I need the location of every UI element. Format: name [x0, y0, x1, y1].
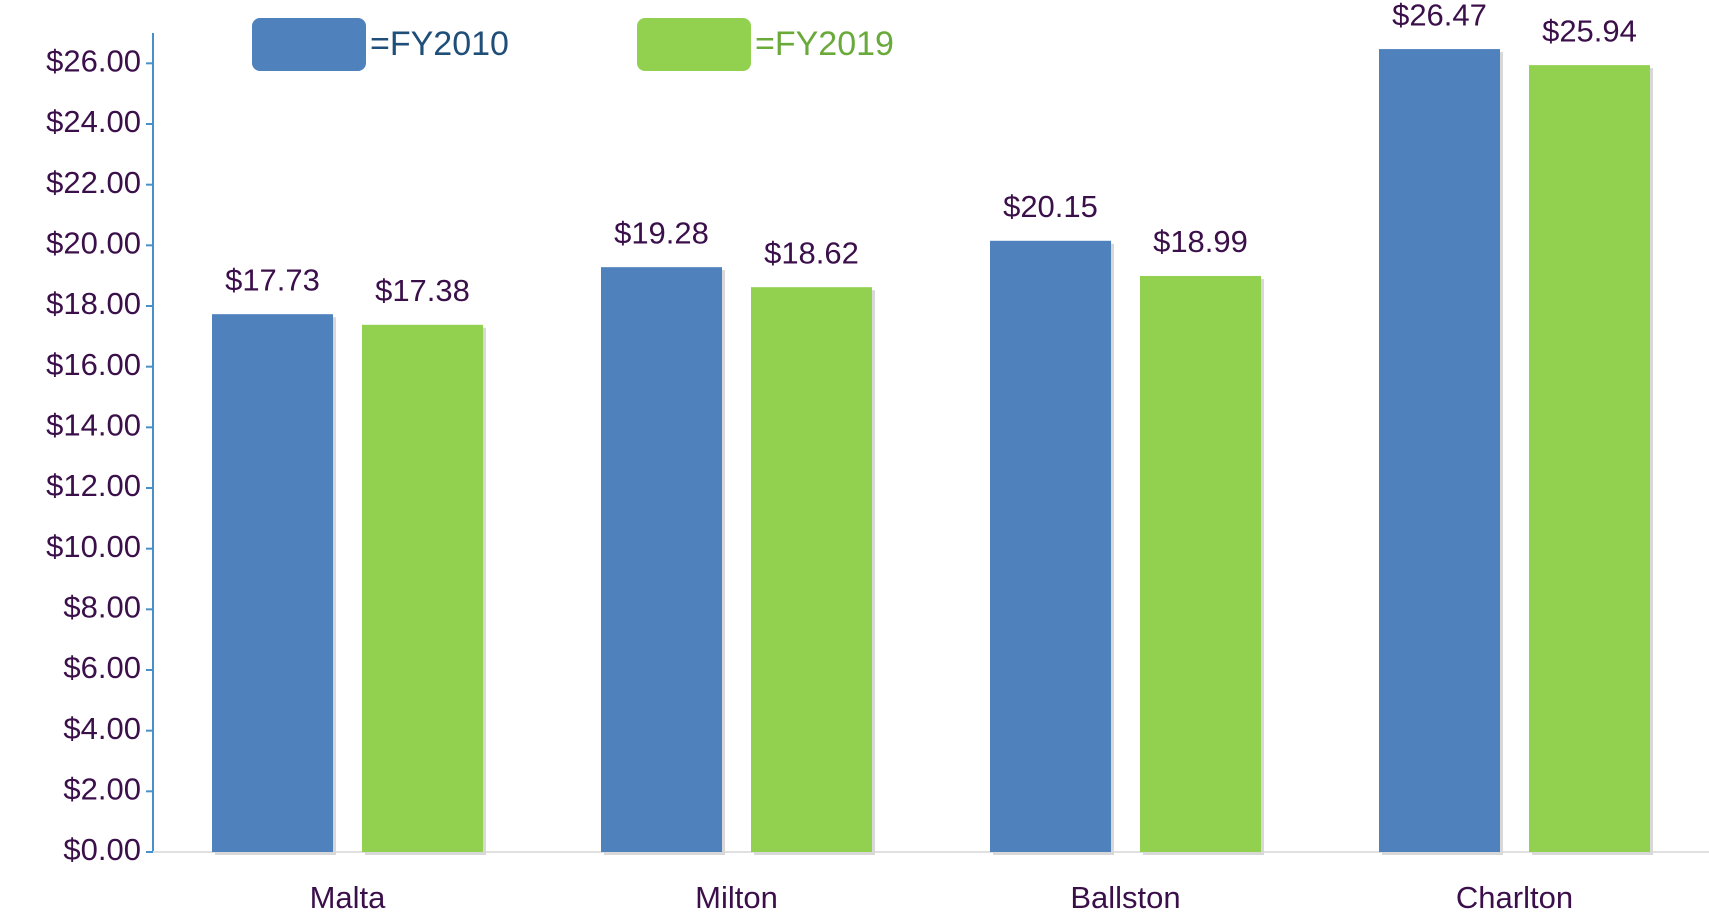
y-tick-label: $2.00 — [63, 772, 141, 807]
value-label: $25.94 — [1542, 13, 1637, 48]
y-tick-label: $24.00 — [46, 104, 141, 139]
bar — [751, 287, 872, 852]
y-tick-label: $14.00 — [46, 408, 141, 443]
y-tick-label: $4.00 — [63, 711, 141, 746]
x-tick-label: Ballston — [1070, 880, 1180, 914]
y-tick-label: $20.00 — [46, 226, 141, 261]
y-tick-label: $10.00 — [46, 529, 141, 564]
bar — [601, 267, 722, 852]
bar — [362, 324, 483, 853]
legend-label: =FY2019 — [755, 25, 894, 63]
y-tick-label: $8.00 — [63, 590, 141, 625]
value-label: $18.99 — [1153, 224, 1248, 259]
value-label: $17.73 — [225, 262, 320, 297]
bar — [990, 240, 1111, 853]
y-tick-label: $12.00 — [46, 468, 141, 503]
y-tick-label: $18.00 — [46, 286, 141, 321]
legend-label: =FY2010 — [370, 25, 509, 63]
legend-swatch — [252, 18, 366, 71]
legend-swatch — [637, 18, 751, 71]
value-label: $19.28 — [614, 215, 709, 250]
y-tick-label: $6.00 — [63, 650, 141, 685]
bar — [1529, 65, 1650, 853]
x-tick-label: Milton — [695, 880, 778, 914]
bar — [1140, 275, 1261, 853]
y-tick-label: $16.00 — [46, 347, 141, 382]
value-label: $17.38 — [375, 273, 470, 308]
x-tick-label: Charlton — [1456, 880, 1573, 914]
bar — [1379, 49, 1500, 853]
x-tick-label: Malta — [310, 880, 387, 914]
y-tick-label: $0.00 — [63, 832, 141, 867]
y-tick-label: $26.00 — [46, 44, 141, 79]
value-label: $26.47 — [1392, 0, 1487, 32]
value-label: $18.62 — [764, 235, 859, 270]
bar — [212, 314, 333, 852]
y-tick-label: $22.00 — [46, 165, 141, 200]
value-label: $20.15 — [1003, 189, 1098, 224]
